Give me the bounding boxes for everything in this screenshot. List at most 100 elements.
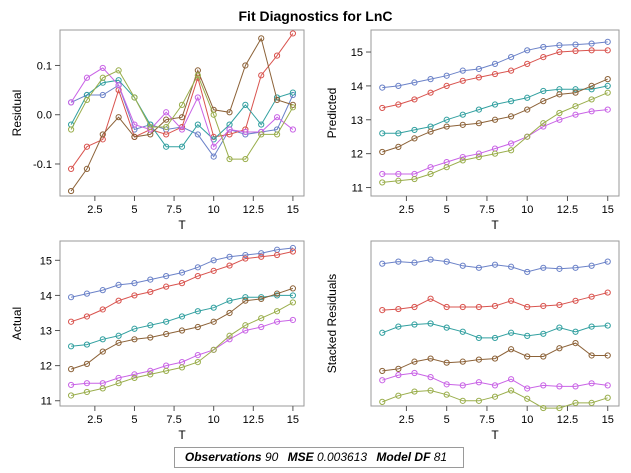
data-point — [226, 109, 233, 116]
y-tick-label: 12 — [351, 149, 363, 161]
data-point — [163, 143, 170, 150]
data-point — [540, 302, 547, 310]
data-point — [443, 303, 450, 311]
data-point — [443, 164, 450, 171]
predicted-x-axis-label: T — [491, 218, 499, 232]
data-point — [115, 281, 122, 288]
data-point — [194, 264, 201, 271]
data-point — [524, 60, 531, 67]
y-tick-label: 12 — [40, 361, 52, 373]
data-point — [475, 106, 482, 113]
data-point — [588, 262, 595, 269]
data-point — [604, 89, 611, 96]
data-point — [540, 120, 547, 127]
series-line — [70, 301, 294, 396]
data-point — [379, 367, 386, 375]
data-point — [273, 114, 281, 121]
data-point — [194, 72, 201, 79]
data-point — [572, 399, 579, 407]
data-point — [83, 143, 91, 150]
data-point — [163, 283, 170, 290]
data-point — [491, 382, 499, 389]
data-point — [443, 381, 450, 388]
data-point — [83, 341, 91, 348]
residual-plot-frame — [59, 29, 305, 197]
data-point — [475, 65, 482, 73]
data-point — [194, 359, 201, 366]
data-point — [443, 391, 450, 398]
data-point — [273, 290, 281, 297]
data-point — [508, 376, 515, 383]
data-point — [163, 273, 170, 280]
data-point — [131, 94, 138, 101]
data-point — [459, 397, 466, 404]
data-point — [572, 103, 579, 110]
data-point — [83, 313, 91, 320]
data-point — [242, 251, 249, 259]
data-point — [540, 43, 547, 51]
residual-panel: 2.5 5 7.5 10 12.5 15 -0.1 0.0 0.1 T Residual — [10, 29, 305, 232]
data-point — [459, 153, 466, 161]
x-tick-label: 10 — [521, 204, 533, 216]
data-point — [459, 382, 466, 389]
data-point — [508, 329, 515, 336]
data-point — [508, 54, 515, 61]
data-point — [588, 352, 595, 359]
data-point — [491, 101, 499, 108]
data-point — [540, 123, 547, 130]
data-point — [210, 111, 217, 118]
data-point — [604, 322, 611, 329]
data-point — [572, 339, 579, 347]
data-point — [273, 292, 281, 299]
data-point — [379, 130, 386, 137]
data-point — [273, 52, 281, 59]
x-tick-label: 2.5 — [399, 414, 414, 426]
x-tick-label: 5 — [131, 204, 137, 216]
data-point — [131, 374, 138, 382]
residual-x-axis-label: T — [178, 218, 186, 232]
data-point — [556, 109, 563, 117]
data-point — [115, 82, 122, 89]
series-line — [382, 85, 608, 134]
data-point — [194, 351, 201, 359]
data-point — [475, 334, 482, 342]
data-point — [226, 332, 233, 339]
data-point — [427, 387, 434, 394]
data-point — [427, 256, 434, 263]
data-point — [491, 261, 499, 268]
x-tick-label: 7.5 — [479, 414, 494, 426]
data-point — [427, 170, 434, 178]
data-point — [572, 264, 579, 271]
data-point — [491, 393, 499, 400]
data-point — [258, 121, 265, 128]
data-point — [475, 153, 482, 161]
data-point — [443, 359, 450, 366]
data-point — [242, 322, 249, 329]
data-point — [411, 321, 418, 328]
data-point — [411, 259, 418, 266]
data-point — [273, 131, 281, 138]
series-line — [382, 41, 608, 89]
data-point — [475, 356, 482, 363]
data-point — [379, 104, 386, 112]
x-tick-label: 7.5 — [166, 204, 181, 216]
data-point — [83, 165, 91, 173]
data-point — [99, 336, 106, 343]
data-point — [540, 404, 547, 412]
data-point — [273, 96, 281, 104]
data-point — [83, 380, 91, 387]
data-point — [99, 131, 106, 138]
data-point — [540, 382, 547, 389]
mse-label: MSE — [287, 450, 314, 464]
data-point — [99, 306, 106, 313]
series-line — [382, 49, 608, 109]
data-point — [604, 106, 611, 113]
data-point — [379, 306, 386, 314]
data-point — [131, 280, 138, 287]
data-point — [131, 336, 138, 343]
data-point — [443, 123, 450, 130]
data-point — [163, 123, 170, 131]
data-point — [524, 47, 531, 54]
data-point — [258, 253, 265, 260]
data-point — [540, 264, 547, 271]
